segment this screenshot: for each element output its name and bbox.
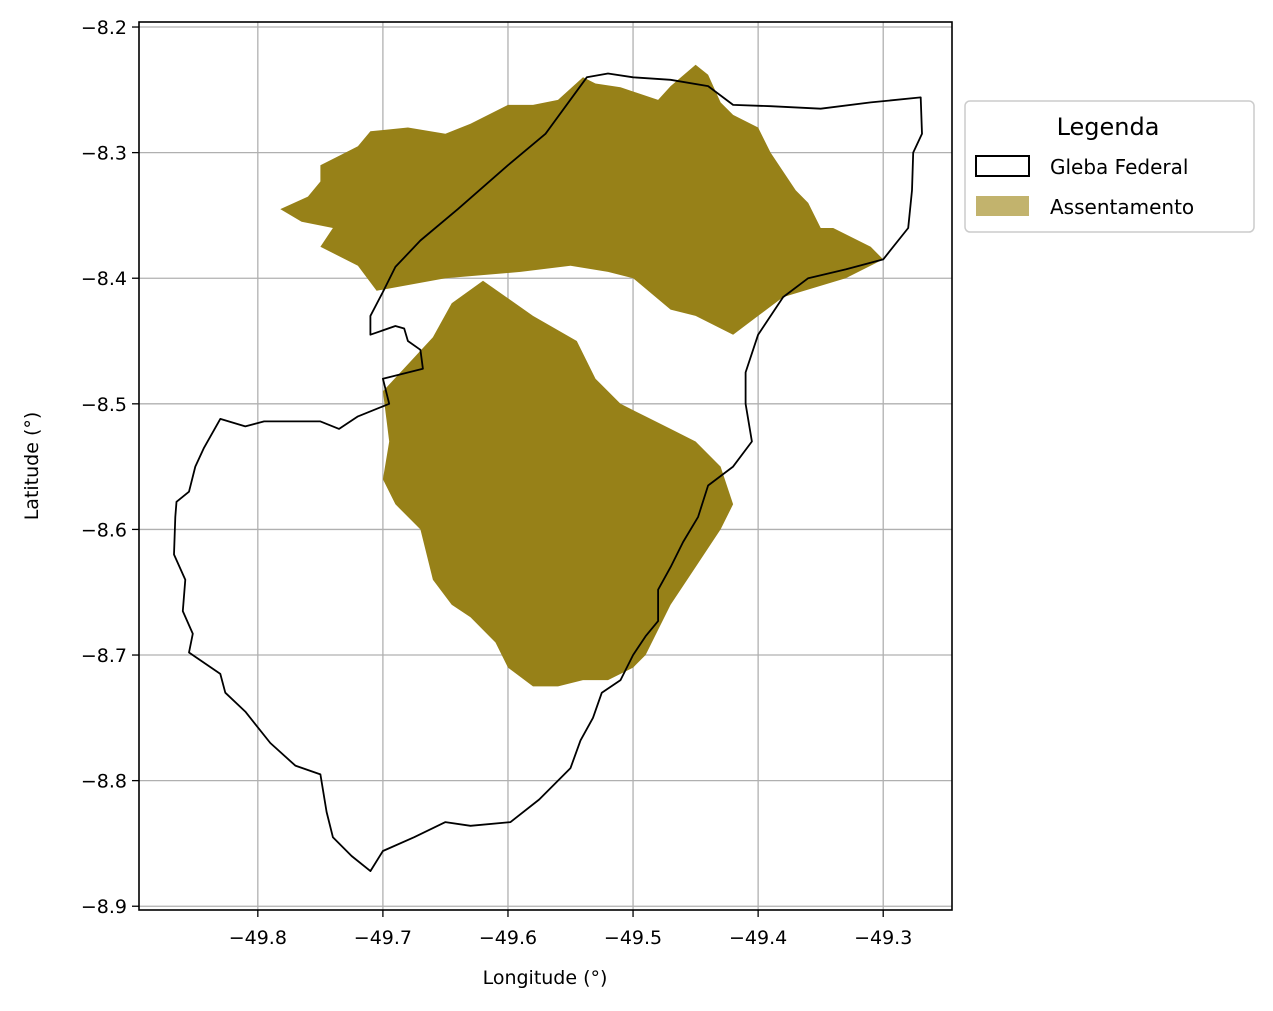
x-tick-label: −49.7 xyxy=(354,927,412,949)
assentamento-polygon xyxy=(280,64,884,335)
y-tick-label: −8.3 xyxy=(81,143,127,165)
y-tick-label: −8.2 xyxy=(81,17,127,39)
y-tick-label: −8.7 xyxy=(81,645,127,667)
assentamento-areas xyxy=(280,64,884,687)
legend-frame xyxy=(964,100,1255,233)
legend-swatch-assentamento xyxy=(976,196,1029,216)
legend-label-gleba-federal: Gleba Federal xyxy=(1050,155,1188,179)
x-tick-label: −49.3 xyxy=(854,927,912,949)
x-tick-label: −49.5 xyxy=(604,927,662,949)
axis-ticks: −49.8 −49.7 −49.6 −49.5 −49.4 −49.3 −8.2 −8.3 −8… xyxy=(81,17,912,949)
y-tick-label: −8.8 xyxy=(81,771,127,793)
y-tick-label: −8.6 xyxy=(81,519,127,541)
x-tick-label: −49.4 xyxy=(729,927,787,949)
legend-title: Legenda xyxy=(1057,113,1160,141)
legend-label-assentamento: Assentamento xyxy=(1050,195,1194,219)
gleba-federal-polygon xyxy=(173,72,923,872)
legend: Legenda Gleba Federal Assentamento xyxy=(964,100,1255,233)
grid-lines xyxy=(139,22,952,910)
x-tick-label: −49.6 xyxy=(479,927,537,949)
y-tick-label: −8.5 xyxy=(81,394,127,416)
x-axis-label: Longitude (°) xyxy=(483,967,608,989)
assentamento-polygon xyxy=(382,280,734,687)
map-layer xyxy=(173,64,923,872)
y-tick-label: −8.4 xyxy=(81,268,127,290)
y-axis-label: Latitude (°) xyxy=(21,412,43,521)
gleba-federal-boundary xyxy=(173,72,923,872)
plot-frame xyxy=(138,21,953,911)
legend-swatch-gleba-federal xyxy=(975,155,1030,177)
x-tick-label: −49.8 xyxy=(229,927,287,949)
y-tick-label: −8.9 xyxy=(81,896,127,918)
